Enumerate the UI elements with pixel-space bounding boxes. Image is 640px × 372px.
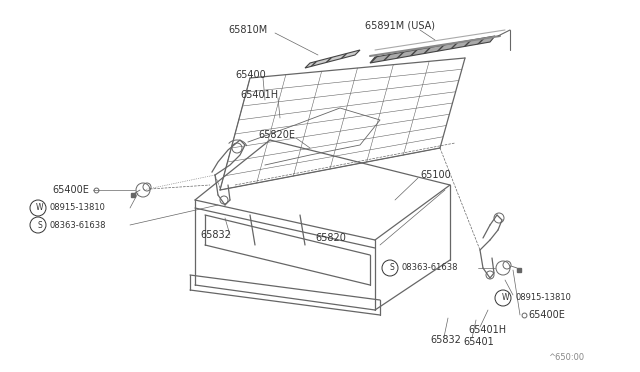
Polygon shape <box>305 50 360 68</box>
Text: 65401H: 65401H <box>240 90 278 100</box>
Text: 65832: 65832 <box>430 335 461 345</box>
Text: 65820: 65820 <box>315 233 346 243</box>
Text: 65400: 65400 <box>235 70 266 80</box>
Text: 65400E: 65400E <box>52 185 89 195</box>
Text: ^650:00: ^650:00 <box>548 353 584 362</box>
Text: 08915-13810: 08915-13810 <box>515 294 571 302</box>
Text: S: S <box>390 263 394 273</box>
Text: 08363-61638: 08363-61638 <box>402 263 458 273</box>
Text: 65820E: 65820E <box>258 130 295 140</box>
Text: 65400E: 65400E <box>528 310 565 320</box>
Text: S: S <box>38 221 42 230</box>
Text: 65810M: 65810M <box>228 25 268 35</box>
Text: 65832: 65832 <box>200 230 231 240</box>
Text: W: W <box>501 294 509 302</box>
Text: 65401H: 65401H <box>468 325 506 335</box>
Text: 65401: 65401 <box>463 337 493 347</box>
Text: 08915-13810: 08915-13810 <box>50 203 106 212</box>
Polygon shape <box>370 36 495 63</box>
Text: 65891M (USA): 65891M (USA) <box>365 20 435 30</box>
Text: 08363-61638: 08363-61638 <box>50 221 106 230</box>
Text: 65100: 65100 <box>420 170 451 180</box>
Text: W: W <box>36 203 44 212</box>
